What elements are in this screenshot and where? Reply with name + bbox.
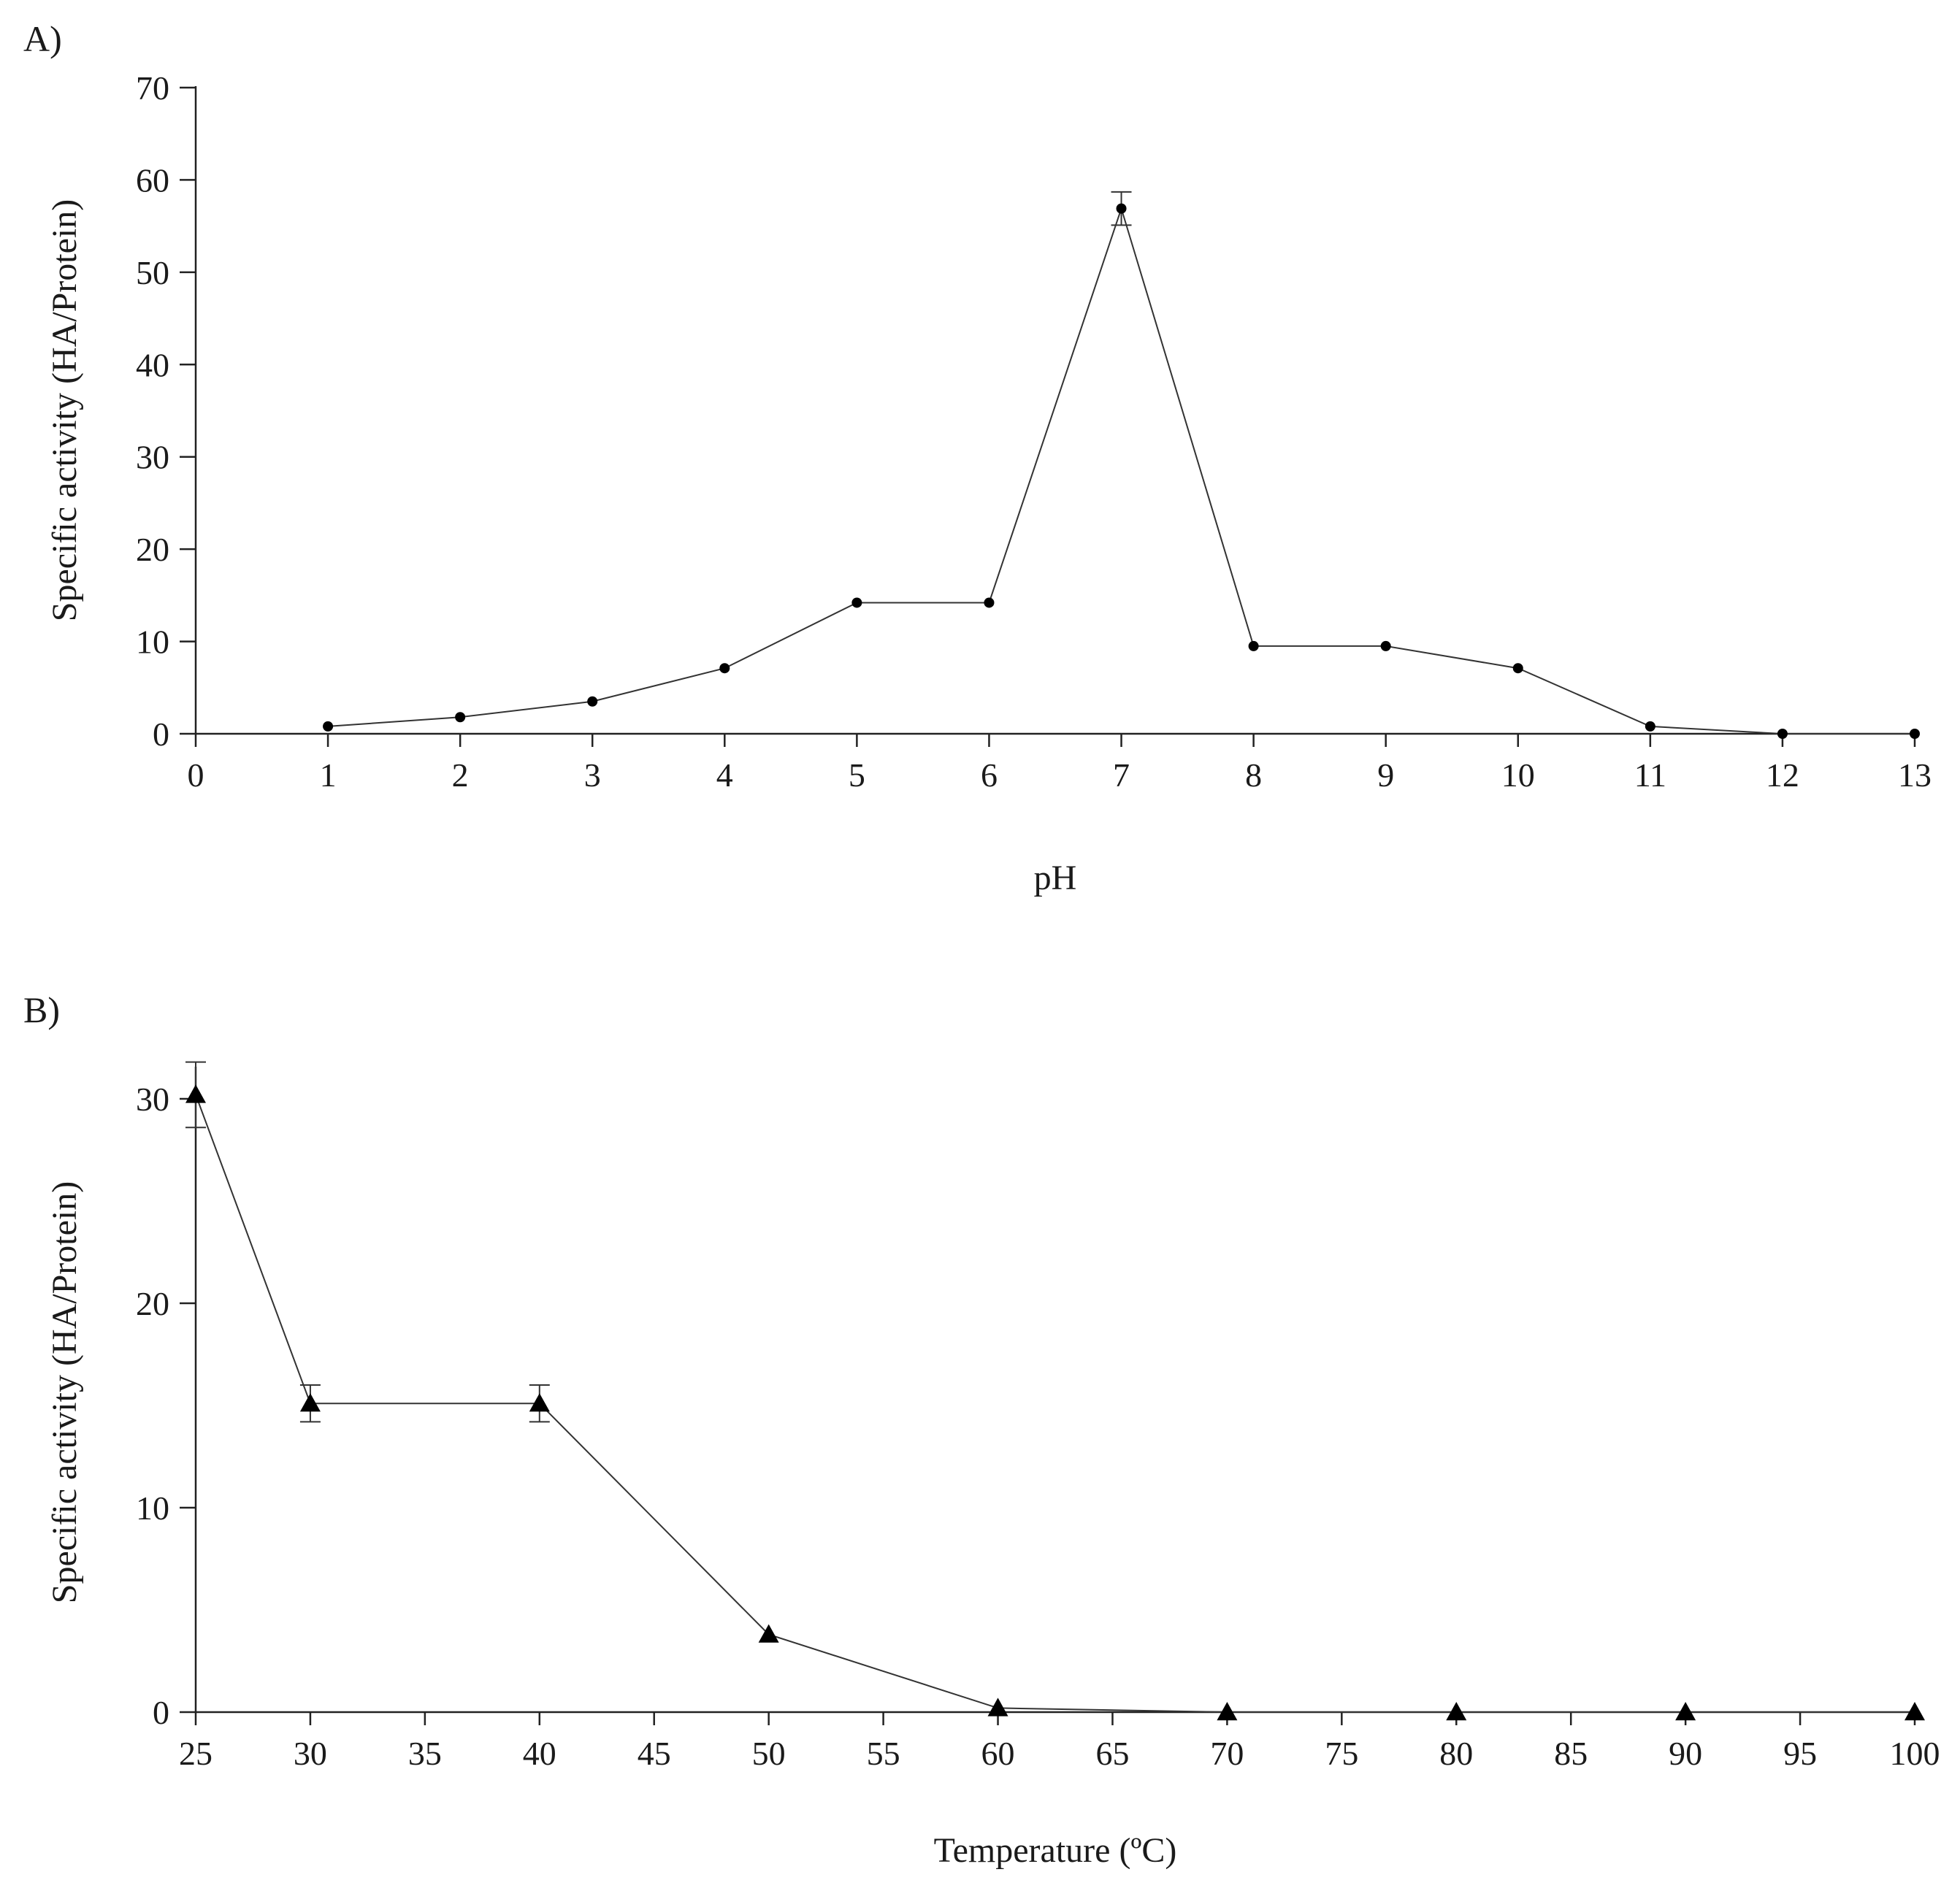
y-tick-label-b: 20 bbox=[136, 1285, 169, 1322]
x-axis-title-a: pH bbox=[1034, 859, 1077, 897]
data-point-a bbox=[719, 663, 730, 674]
data-point-a bbox=[1910, 729, 1920, 739]
x-tick-label-a: 5 bbox=[849, 756, 865, 794]
x-tick-label-a: 2 bbox=[452, 756, 469, 794]
x-tick-label-a: 6 bbox=[981, 756, 998, 794]
data-point-b bbox=[1217, 1702, 1238, 1721]
y-axis-title-a: Specific activity (HA/Protein) bbox=[45, 199, 84, 622]
y-tick-label-a: 10 bbox=[136, 624, 169, 661]
x-tick-label-a: 4 bbox=[716, 756, 733, 794]
data-point-a bbox=[1777, 729, 1788, 739]
x-tick-label-b: 100 bbox=[1890, 1735, 1940, 1772]
y-tick-label-a: 0 bbox=[153, 716, 169, 753]
y-tick-label-b: 30 bbox=[136, 1081, 169, 1118]
data-point-a bbox=[1116, 203, 1127, 214]
x-tick-label-a: 11 bbox=[1634, 756, 1666, 794]
data-point-a bbox=[1512, 663, 1523, 674]
x-tick-label-a: 10 bbox=[1501, 756, 1535, 794]
x-tick-label-b: 85 bbox=[1554, 1735, 1588, 1772]
y-tick-label-a: 60 bbox=[136, 161, 169, 199]
x-tick-label-b: 75 bbox=[1325, 1735, 1358, 1772]
x-tick-label-a: 8 bbox=[1245, 756, 1262, 794]
x-tick-label-a: 3 bbox=[584, 756, 601, 794]
data-point-b bbox=[1905, 1702, 1925, 1721]
x-tick-label-b: 45 bbox=[638, 1735, 671, 1772]
x-tick-label-b: 25 bbox=[179, 1735, 213, 1772]
data-point-a bbox=[455, 712, 466, 723]
data-point-b bbox=[987, 1698, 1008, 1717]
x-tick-label-b: 65 bbox=[1095, 1735, 1129, 1772]
x-tick-label-a: 0 bbox=[188, 756, 204, 794]
data-point-b bbox=[758, 1624, 779, 1643]
panel-b-label: B) bbox=[23, 989, 60, 1030]
x-tick-label-b: 40 bbox=[523, 1735, 556, 1772]
x-tick-label-b: 80 bbox=[1439, 1735, 1473, 1772]
data-point-b bbox=[1675, 1702, 1696, 1721]
data-point-a bbox=[851, 597, 862, 608]
x-tick-label-a: 9 bbox=[1377, 756, 1394, 794]
data-point-a bbox=[323, 721, 334, 732]
x-tick-label-a: 1 bbox=[320, 756, 337, 794]
chart-panel-b: 25 30 35 40 45 50 55 60 65 70 75 80 85 90 95 100 0 10 20 30… bbox=[45, 1061, 1940, 1870]
data-point-a bbox=[1380, 640, 1391, 651]
series-line-b bbox=[195, 1094, 1915, 1713]
y-tick-label-a: 30 bbox=[136, 439, 169, 476]
panel-a-label: A) bbox=[23, 18, 62, 59]
data-point-a bbox=[1248, 640, 1259, 651]
x-tick-label-b: 90 bbox=[1669, 1735, 1702, 1772]
data-point-b bbox=[1446, 1702, 1467, 1721]
y-tick-label-b: 10 bbox=[136, 1489, 169, 1527]
y-tick-label-a: 70 bbox=[136, 69, 169, 107]
y-axis-title-b: Specific activity (HA/Protein) bbox=[45, 1181, 84, 1604]
data-point-a bbox=[587, 696, 598, 707]
x-tick-label-b: 35 bbox=[408, 1735, 442, 1772]
y-tick-label-a: 20 bbox=[136, 531, 169, 568]
x-tick-label-b: 30 bbox=[294, 1735, 327, 1772]
x-tick-label-b: 60 bbox=[981, 1735, 1015, 1772]
y-tick-label-a: 40 bbox=[136, 346, 169, 383]
y-tick-label-a: 50 bbox=[136, 254, 169, 291]
x-tick-label-b: 70 bbox=[1210, 1735, 1244, 1772]
data-point-a bbox=[1645, 721, 1655, 732]
data-point-b bbox=[299, 1393, 321, 1412]
x-tick-label-a: 12 bbox=[1766, 756, 1799, 794]
x-axis-title-b: Temperature (ºC) bbox=[934, 1831, 1177, 1870]
x-tick-label-a: 7 bbox=[1113, 756, 1130, 794]
y-tick-label-b: 0 bbox=[153, 1694, 169, 1731]
data-point-b bbox=[529, 1393, 550, 1412]
x-tick-label-a: 13 bbox=[1898, 756, 1932, 794]
x-tick-label-b: 55 bbox=[867, 1735, 900, 1772]
data-point-b bbox=[185, 1084, 206, 1103]
data-point-a bbox=[984, 597, 995, 608]
series-line-a bbox=[328, 206, 1915, 734]
x-tick-label-b: 95 bbox=[1783, 1735, 1817, 1772]
chart-panel-a: 0 1 2 3 4 5 6 7 8 9 10 11 12 13010203040506070pHSpeci… bbox=[45, 69, 1932, 897]
x-tick-label-b: 50 bbox=[752, 1735, 786, 1772]
